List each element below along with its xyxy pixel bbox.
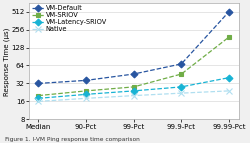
VM-Default [180, 63, 183, 65]
VM-Latency-SRIOV [132, 90, 135, 92]
Native [37, 101, 40, 102]
VM-Latency-SRIOV [228, 77, 230, 79]
VM-SRIOV [132, 86, 135, 88]
VM-SRIOV [228, 36, 230, 38]
Line: VM-Latency-SRIOV: VM-Latency-SRIOV [36, 75, 232, 101]
Native [84, 98, 87, 99]
Y-axis label: Response Time (µs): Response Time (µs) [4, 27, 10, 96]
Native [132, 95, 135, 97]
Native [228, 90, 230, 92]
VM-SRIOV [37, 95, 40, 97]
VM-Default [84, 80, 87, 81]
Legend: VM-Default, VM-SRIOV, VM-Latency-SRIOV, Native: VM-Default, VM-SRIOV, VM-Latency-SRIOV, … [31, 5, 108, 33]
VM-Default [37, 83, 40, 84]
Line: VM-Default: VM-Default [36, 9, 232, 86]
Native [180, 92, 183, 94]
VM-Default [132, 73, 135, 75]
VM-SRIOV [180, 73, 183, 75]
Text: Figure 1. I-VM Ping response time comparison: Figure 1. I-VM Ping response time compar… [5, 137, 140, 142]
VM-Latency-SRIOV [84, 94, 87, 95]
VM-Latency-SRIOV [180, 86, 183, 88]
VM-SRIOV [84, 90, 87, 92]
Line: Native: Native [36, 88, 232, 104]
VM-Latency-SRIOV [37, 98, 40, 99]
Line: VM-SRIOV: VM-SRIOV [36, 35, 232, 98]
VM-Default [228, 11, 230, 12]
